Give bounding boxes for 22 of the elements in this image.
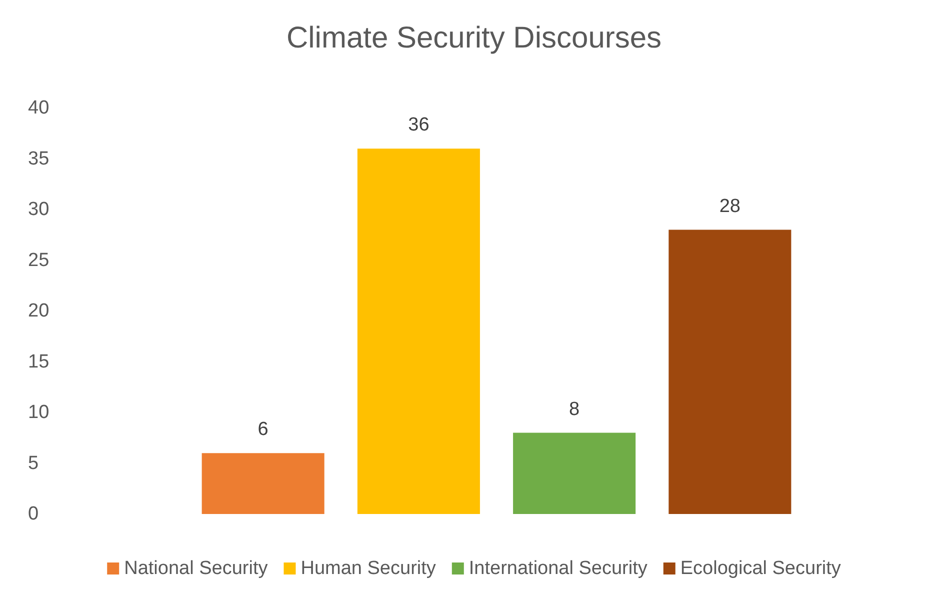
y-tick-label: 25	[28, 250, 50, 271]
y-tick-label: 5	[28, 452, 39, 474]
y-tick-label: 15	[28, 351, 50, 372]
y-tick-label: 35	[28, 148, 50, 170]
legend-label: Human Security	[300, 558, 436, 579]
bar	[668, 230, 792, 514]
y-tick-label: 10	[28, 402, 50, 423]
legend-label: Ecological Security	[680, 558, 842, 579]
bar	[357, 148, 480, 514]
legend-label: National Security	[124, 558, 268, 579]
data-label: 6	[258, 419, 268, 440]
y-tick-label: 0	[28, 504, 39, 524]
data-label: 8	[569, 398, 580, 420]
data-label: 28	[719, 196, 740, 217]
data-label: 36	[408, 114, 430, 136]
y-tick-label: 20	[28, 300, 50, 322]
chart-title: Climate Security Discourses	[286, 22, 662, 54]
y-tick-label: 30	[28, 199, 50, 220]
y-tick-label: 40	[28, 98, 50, 118]
legend-label: International Security	[468, 558, 648, 579]
bar	[202, 453, 324, 514]
bar	[513, 432, 636, 514]
